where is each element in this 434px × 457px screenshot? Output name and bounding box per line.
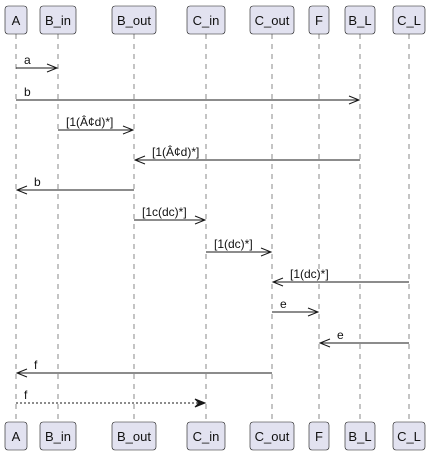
participant-box bbox=[111, 421, 157, 451]
participants: A A B_in B_in B_out B_out C_in C_in C_out C_out F F… bbox=[4, 5, 426, 451]
message: e bbox=[318, 328, 409, 348]
participant-box bbox=[308, 421, 330, 451]
message-label: f bbox=[24, 388, 28, 402]
arrowhead-open bbox=[318, 338, 331, 348]
participant-bottom-A: A bbox=[4, 421, 28, 451]
participant-top-B_out: B_out bbox=[111, 5, 157, 35]
participant-top-C_out: C_out bbox=[249, 5, 295, 35]
participant-box bbox=[39, 421, 77, 451]
message-label: b bbox=[24, 85, 31, 99]
participant-bottom-B_L: B_L bbox=[344, 421, 376, 451]
participant-label: A bbox=[12, 429, 21, 444]
message-label: f bbox=[34, 358, 38, 372]
participant-label: F bbox=[315, 13, 323, 28]
participant-label: B_out bbox=[117, 13, 151, 28]
message: [1(Â¢d)*] bbox=[133, 144, 360, 165]
participant-top-B_L: B_L bbox=[344, 5, 376, 35]
participant-box bbox=[249, 421, 295, 451]
participant-box bbox=[186, 5, 226, 35]
participant-box bbox=[308, 5, 330, 35]
participant-box bbox=[4, 421, 28, 451]
participant-bottom-C_L: C_L bbox=[392, 421, 426, 451]
participant-box bbox=[344, 5, 376, 35]
participant-box bbox=[111, 5, 157, 35]
participant-label: C_in bbox=[193, 429, 220, 444]
message-label: a bbox=[24, 53, 31, 67]
participant-box bbox=[39, 5, 77, 35]
message: [1c(dc)*] bbox=[134, 205, 207, 225]
message-label: b bbox=[34, 175, 41, 189]
message-label: [1(Â¢d)*] bbox=[152, 144, 199, 159]
participant-box bbox=[4, 5, 28, 35]
message: b bbox=[16, 85, 361, 105]
message-label: e bbox=[280, 297, 287, 311]
message: e bbox=[272, 297, 320, 317]
participant-box bbox=[249, 5, 295, 35]
participant-label: B_out bbox=[117, 429, 151, 444]
message: [1(Â¢d)*] bbox=[58, 114, 135, 135]
message-label: [1(dc)*] bbox=[214, 237, 253, 251]
message-label: e bbox=[337, 328, 344, 342]
participant-bottom-F: F bbox=[308, 421, 330, 451]
arrowhead-open bbox=[15, 368, 28, 378]
participant-bottom-C_out: C_out bbox=[249, 421, 295, 451]
participant-top-C_in: C_in bbox=[186, 5, 226, 35]
participant-top-F: F bbox=[308, 5, 330, 35]
participant-bottom-C_in: C_in bbox=[186, 421, 226, 451]
participant-top-C_L: C_L bbox=[392, 5, 426, 35]
participant-label: C_out bbox=[255, 429, 290, 444]
participant-box bbox=[344, 421, 376, 451]
arrowhead-open bbox=[46, 63, 59, 73]
lifelines bbox=[15, 34, 410, 422]
participant-label: B_in bbox=[45, 429, 71, 444]
message: [1(dc)*] bbox=[271, 267, 409, 287]
arrowhead-filled bbox=[194, 398, 207, 408]
participant-label: B_L bbox=[348, 13, 371, 28]
message-label: [1c(dc)*] bbox=[142, 205, 187, 219]
participant-label: B_in bbox=[45, 13, 71, 28]
participant-box bbox=[392, 5, 426, 35]
participant-box bbox=[186, 421, 226, 451]
message: f bbox=[15, 358, 272, 378]
message: b bbox=[15, 175, 134, 195]
arrowhead-open bbox=[307, 307, 320, 317]
message-label: [1(dc)*] bbox=[290, 267, 329, 281]
arrowhead-open bbox=[348, 95, 361, 105]
participant-bottom-B_out: B_out bbox=[111, 421, 157, 451]
message: [1(dc)*] bbox=[206, 237, 273, 257]
arrowhead-open bbox=[133, 155, 146, 165]
participant-top-B_in: B_in bbox=[39, 5, 77, 35]
arrowhead-open bbox=[15, 185, 28, 195]
participant-label: C_in bbox=[193, 13, 220, 28]
participant-top-A: A bbox=[4, 5, 28, 35]
message: a bbox=[16, 53, 59, 73]
participant-label: A bbox=[12, 13, 21, 28]
arrowhead-open bbox=[194, 215, 207, 225]
participant-label: C_out bbox=[255, 13, 290, 28]
arrowhead-open bbox=[260, 247, 273, 257]
message-label: [1(Â¢d)*] bbox=[66, 114, 113, 129]
participant-label: C_L bbox=[397, 13, 421, 28]
message: f bbox=[16, 388, 207, 408]
participant-label: F bbox=[315, 429, 323, 444]
participant-label: B_L bbox=[348, 429, 371, 444]
arrowhead-open bbox=[122, 125, 135, 135]
participant-box bbox=[392, 421, 426, 451]
participant-bottom-B_in: B_in bbox=[39, 421, 77, 451]
messages: a b [1(Â¢d)*] [1(Â¢d)*] b [1c(dc)*] [1(dc)*] [1… bbox=[15, 53, 409, 408]
arrowhead-open bbox=[271, 277, 284, 287]
participant-label: C_L bbox=[397, 429, 421, 444]
